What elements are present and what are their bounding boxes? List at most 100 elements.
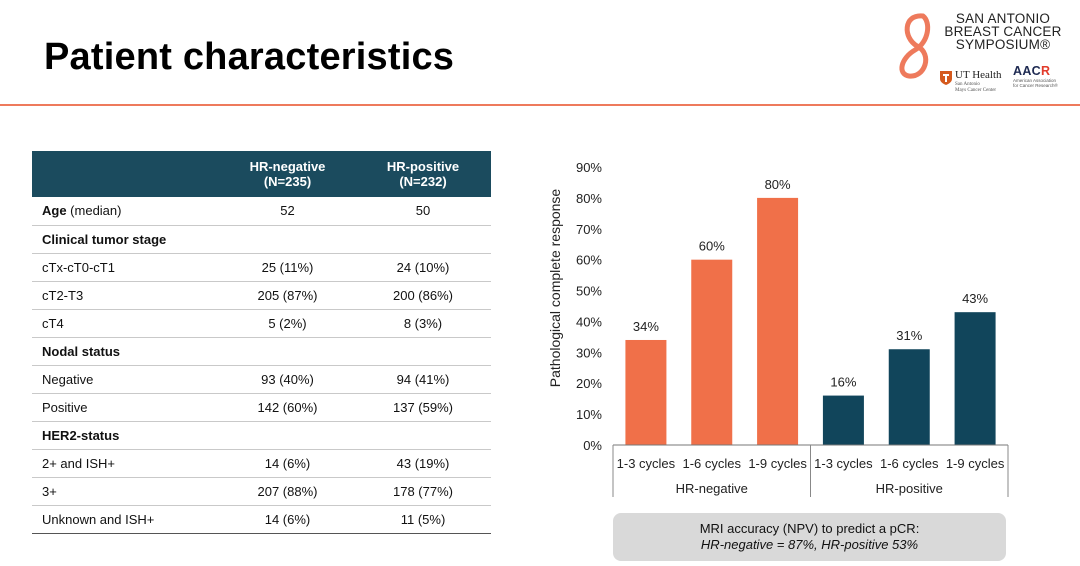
row-label: Clinical tumor stage bbox=[32, 225, 220, 254]
cell-hr-negative: 142 (60%) bbox=[220, 393, 355, 422]
table-row: Unknown and ISH+ 14 (6%) 11 (5%) bbox=[32, 505, 491, 534]
age-label-rest: (median) bbox=[66, 203, 122, 219]
y-tick-label: 20% bbox=[576, 376, 602, 391]
sabcs-wordmark: SAN ANTONIO BREAST CANCER SYMPOSIUM® bbox=[933, 11, 1073, 52]
aacr-sub: American Association for Cancer Research… bbox=[1013, 78, 1069, 88]
y-tick-label: 30% bbox=[576, 345, 602, 360]
row-label: HER2-status bbox=[32, 421, 220, 450]
row-label: Unknown and ISH+ bbox=[32, 505, 220, 534]
cell-hr-negative: 52 bbox=[220, 197, 355, 226]
cell-hr-positive: 200 (86%) bbox=[355, 281, 491, 310]
cell-hr-positive: 94 (41%) bbox=[355, 365, 491, 394]
bar bbox=[954, 312, 996, 445]
cell-hr-positive bbox=[355, 337, 491, 366]
header-line: HR-negative bbox=[249, 159, 326, 174]
cell-hr-negative: 93 (40%) bbox=[220, 365, 355, 394]
table-section-row: Clinical tumor stage bbox=[32, 225, 491, 254]
y-tick-label: 50% bbox=[576, 284, 602, 299]
cell-hr-negative: 205 (87%) bbox=[220, 281, 355, 310]
table-header-empty bbox=[32, 151, 220, 197]
ut-sub-line: San Antonio bbox=[955, 82, 980, 87]
table-row: Positive 142 (60%) 137 (59%) bbox=[32, 393, 491, 422]
bars bbox=[625, 197, 996, 445]
row-label: cT2-T3 bbox=[32, 281, 220, 310]
pcr-bar-chart: Pathological complete response 0% 10% 20% 3… bbox=[547, 160, 1009, 497]
table-header-hr-negative: HR-negative (N=235) bbox=[220, 151, 355, 197]
title-divider bbox=[0, 104, 1080, 106]
cell-hr-positive bbox=[355, 225, 491, 254]
y-tick-label: 80% bbox=[576, 191, 602, 206]
bar-value-label: 60% bbox=[699, 239, 725, 254]
x-category-label: 1-9 cycles bbox=[748, 456, 807, 471]
bar bbox=[757, 197, 799, 445]
cell-hr-positive: 11 (5%) bbox=[355, 505, 491, 534]
x-category-label: 1-9 cycles bbox=[946, 456, 1005, 471]
table-section-row: HER2-status bbox=[32, 421, 491, 450]
cell-hr-positive bbox=[355, 421, 491, 450]
age-label-bold: Age bbox=[42, 203, 67, 219]
sabcs-line: SYMPOSIUM® bbox=[955, 37, 1051, 52]
cell-hr-positive: 43 (19%) bbox=[355, 449, 491, 478]
x-category-label: 1-6 cycles bbox=[682, 456, 741, 471]
x-category-label: 1-3 cycles bbox=[814, 456, 873, 471]
row-label: Age (median) bbox=[32, 197, 220, 226]
x-axis: 1-3 cycles 1-6 cycles 1-9 cyclesHR-negativ… bbox=[612, 444, 1009, 497]
table-row: 3+ 207 (88%) 178 (77%) bbox=[32, 477, 491, 506]
sabcs-logo: SAN ANTONIO BREAST CANCER SYMPOSIUM® UT … bbox=[895, 10, 1075, 98]
y-tick-label: 0% bbox=[583, 438, 602, 453]
sabcs-line: BREAST CANCER bbox=[944, 24, 1062, 39]
ut-health-name: UT Health bbox=[955, 69, 1002, 81]
ut-health-sub: San Antonio Mays Cancer Center bbox=[955, 82, 996, 94]
y-tick-label: 10% bbox=[576, 407, 602, 422]
row-label: 2+ and ISH+ bbox=[32, 449, 220, 478]
cell-hr-positive: 137 (59%) bbox=[355, 393, 491, 422]
cell-hr-positive: 8 (3%) bbox=[355, 309, 491, 338]
aacr-name: AACR bbox=[1013, 64, 1069, 78]
x-group-label: HR-negative bbox=[676, 481, 748, 496]
cell-hr-positive: 24 (10%) bbox=[355, 253, 491, 282]
table-section-row: Nodal status bbox=[32, 337, 491, 366]
ut-sub-line: Mays Cancer Center bbox=[955, 88, 997, 93]
bar-value-label: 34% bbox=[633, 319, 659, 334]
mri-accuracy-note: MRI accuracy (NPV) to predict a pCR: HR-… bbox=[613, 513, 1006, 561]
row-label: cT4 bbox=[32, 309, 220, 338]
y-tick-label: 90% bbox=[576, 160, 602, 175]
slide-title: Patient characteristics bbox=[44, 36, 455, 78]
bar-labels: 34% 60% 80% 16% 31% 43% bbox=[633, 177, 989, 390]
row-label: Nodal status bbox=[32, 337, 220, 366]
bar-value-label: 16% bbox=[830, 375, 856, 390]
table-row: Negative 93 (40%) 94 (41%) bbox=[32, 365, 491, 394]
aacr-sub-line: American Association bbox=[1013, 78, 1057, 83]
cell-hr-negative bbox=[220, 421, 355, 450]
aacr-logo: AACR American Association for Cancer Res… bbox=[1013, 64, 1069, 98]
cell-hr-negative: 25 (11%) bbox=[220, 253, 355, 282]
row-label: Positive bbox=[32, 393, 220, 422]
header-line: HR-positive bbox=[386, 159, 460, 174]
cell-hr-positive: 50 bbox=[355, 197, 491, 226]
sabcs-line: SAN ANTONIO bbox=[955, 11, 1051, 26]
sabcs-ribbon-icon bbox=[899, 13, 931, 79]
aacr-sub-line: for Cancer Research® bbox=[1013, 83, 1058, 88]
table-row: 2+ and ISH+ 14 (6%) 43 (19%) bbox=[32, 449, 491, 478]
table-header-row: HR-negative (N=235) HR-positive (N=232) bbox=[32, 151, 491, 197]
cell-hr-negative bbox=[220, 225, 355, 254]
cell-hr-negative: 14 (6%) bbox=[220, 449, 355, 478]
y-axis-ticks: 0% 10% 20% 30% 40% 50% 60% 70% 80% 90% bbox=[576, 160, 602, 453]
cell-hr-negative: 207 (88%) bbox=[220, 477, 355, 506]
header-line: (N=235) bbox=[263, 174, 312, 189]
note-line-italic: HR-negative = 87%, HR-positive 53% bbox=[700, 537, 919, 552]
note-line: MRI accuracy (NPV) to predict a pCR: bbox=[699, 521, 920, 536]
y-tick-label: 60% bbox=[576, 253, 602, 268]
bar-value-label: 80% bbox=[765, 177, 791, 192]
y-tick-label: 70% bbox=[576, 222, 602, 237]
ut-shield-icon bbox=[940, 71, 952, 85]
row-label: 3+ bbox=[32, 477, 220, 506]
cell-hr-positive: 178 (77%) bbox=[355, 477, 491, 506]
bar bbox=[691, 259, 733, 445]
y-axis-label: Pathological complete response bbox=[547, 189, 563, 388]
bar bbox=[888, 349, 930, 445]
table-row: cT2-T3 205 (87%) 200 (86%) bbox=[32, 281, 491, 310]
table-row-age: Age (median) 52 50 bbox=[32, 197, 491, 226]
aacr-name-r: R bbox=[1040, 64, 1051, 78]
aacr-name-a: AAC bbox=[1013, 64, 1041, 78]
